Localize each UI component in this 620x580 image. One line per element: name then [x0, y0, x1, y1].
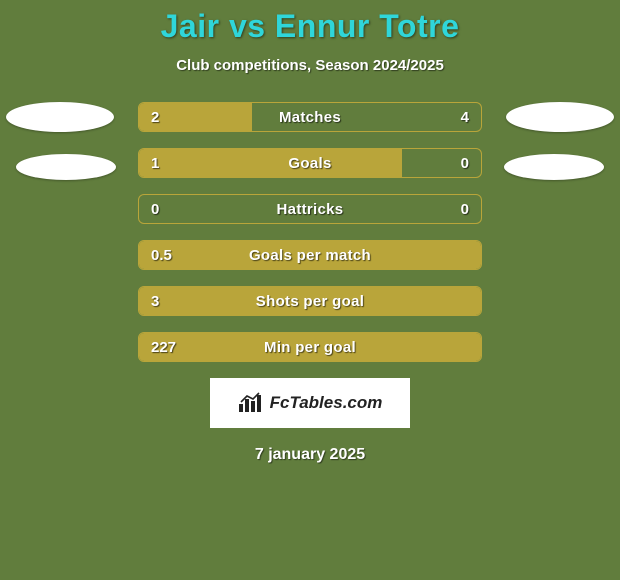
- comparison-chart: 24Matches10Goals00Hattricks0.5Goals per …: [0, 102, 620, 362]
- stat-bar: 0.5Goals per match: [138, 240, 482, 270]
- page-title: Jair vs Ennur Totre: [0, 0, 620, 45]
- player-left-badge-2: [16, 154, 116, 180]
- player-left-badge-1: [6, 102, 114, 132]
- stat-value-right: 4: [461, 103, 469, 131]
- stat-bar: 3Shots per goal: [138, 286, 482, 316]
- stat-bar: 24Matches: [138, 102, 482, 132]
- snapshot-date: 7 january 2025: [0, 446, 620, 464]
- stat-bar: 0 0Hattricks: [138, 194, 482, 224]
- stat-bar: 10Goals: [138, 148, 482, 178]
- page-subtitle: Club competitions, Season 2024/2025: [0, 57, 620, 74]
- stat-value-right: 0: [461, 195, 469, 223]
- stat-bar: 227Min per goal: [138, 332, 482, 362]
- stat-label: Hattricks: [139, 195, 481, 223]
- bar-list: 24Matches10Goals00Hattricks0.5Goals per …: [138, 102, 482, 362]
- chart-icon: [238, 392, 264, 414]
- player-right-badge-1: [506, 102, 614, 132]
- stat-value-left: 0: [151, 195, 159, 223]
- stat-value-right: 0: [461, 149, 469, 177]
- fctables-logo: FcTables.com: [210, 378, 410, 428]
- player-right-badge-2: [504, 154, 604, 180]
- logo-text: FcTables.com: [270, 393, 383, 413]
